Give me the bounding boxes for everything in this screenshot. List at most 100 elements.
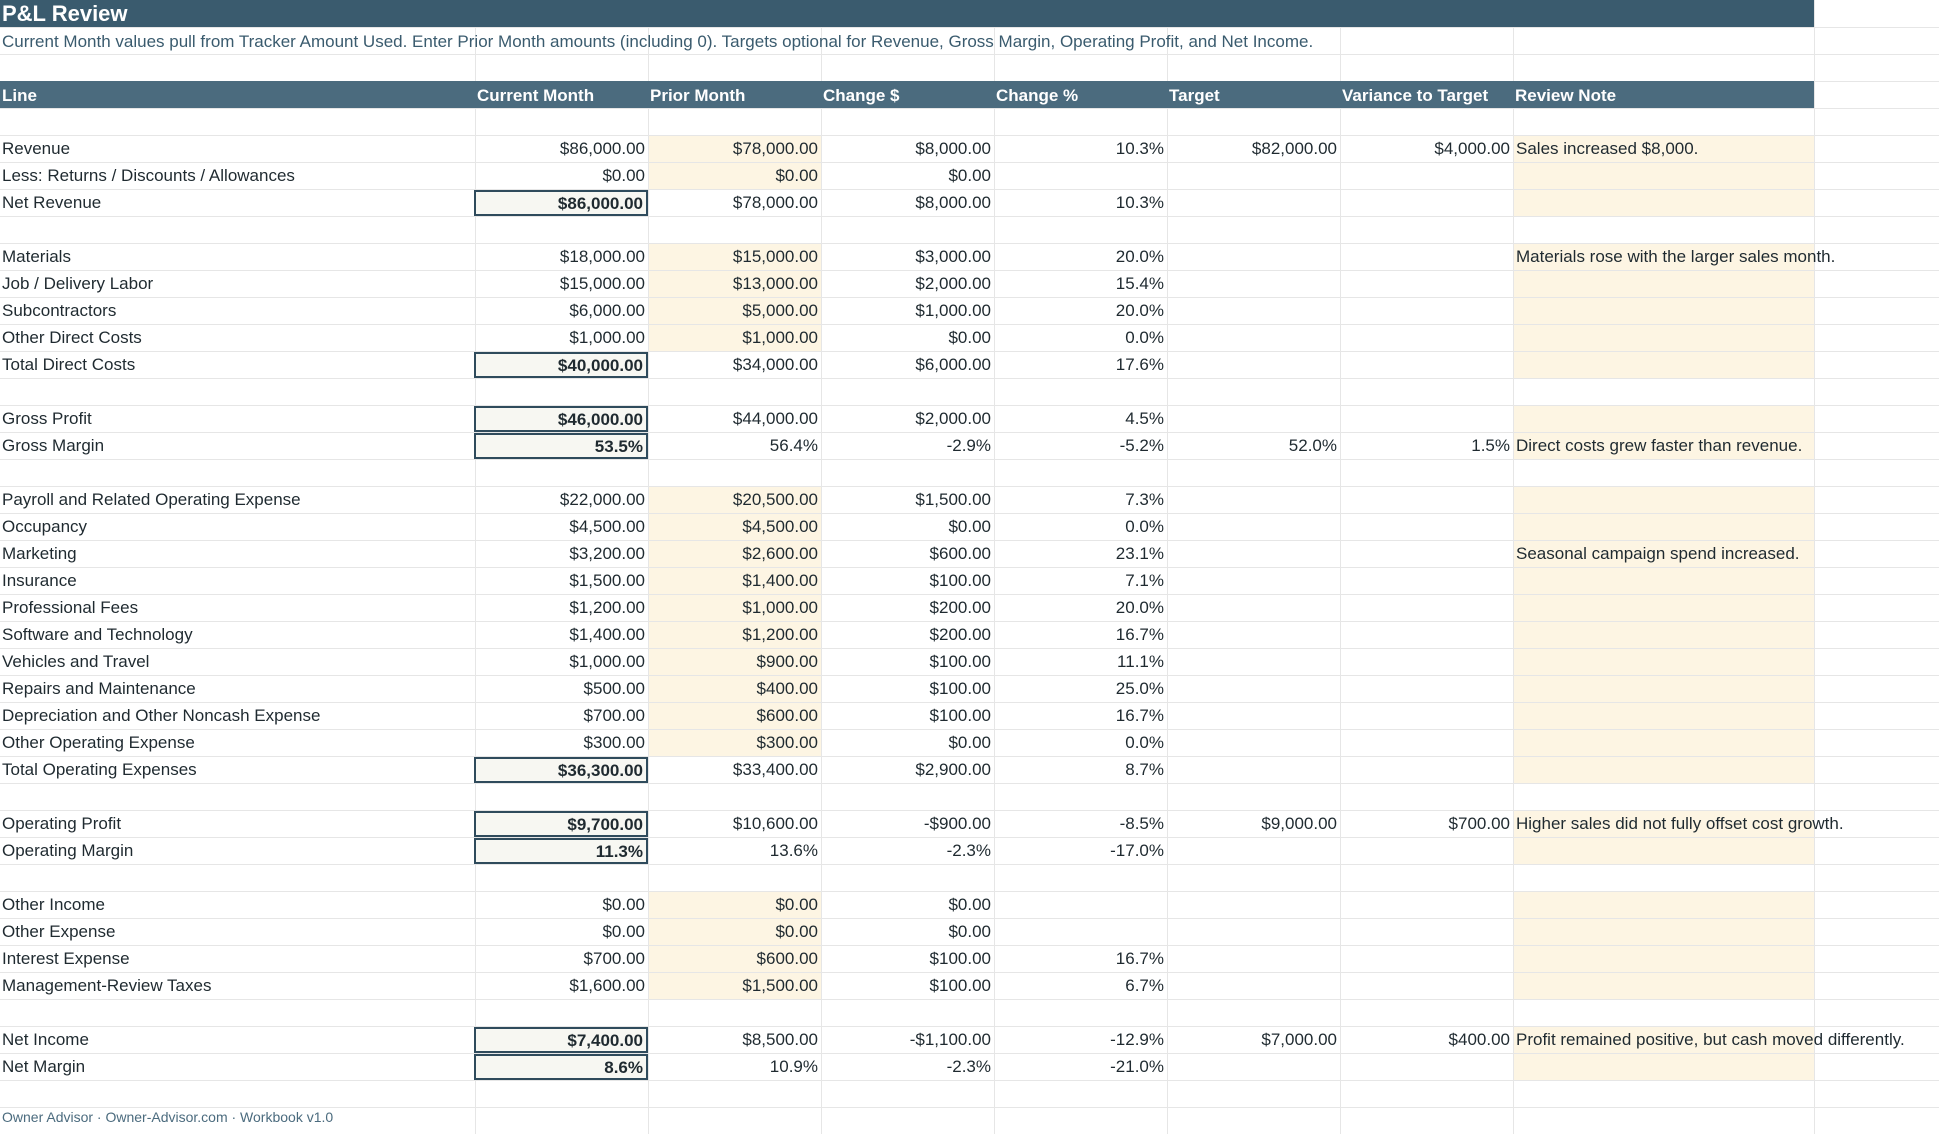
prior-month-value[interactable]: $1,000.00 xyxy=(742,328,818,347)
review-note-text[interactable]: Sales increased $8,000. xyxy=(1516,139,1699,158)
review-note-text[interactable] xyxy=(1513,891,1516,918)
prior-month-value[interactable]: $13,000.00 xyxy=(732,274,818,293)
prior-month-value[interactable]: $20,500.00 xyxy=(732,490,818,509)
prior-month-value[interactable]: $4,500.00 xyxy=(742,517,818,536)
review-note-input[interactable] xyxy=(1514,406,1814,432)
review-note-text[interactable]: Seasonal campaign spend increased. xyxy=(1516,544,1800,563)
review-note-input[interactable] xyxy=(1514,973,1814,999)
review-note-text[interactable]: Higher sales did not fully offset cost g… xyxy=(1516,814,1844,833)
review-note-text[interactable] xyxy=(1513,405,1516,432)
prior-month-input[interactable] xyxy=(649,622,821,648)
review-note-text[interactable]: Profit remained positive, but cash moved… xyxy=(1516,1030,1905,1049)
prior-month-value[interactable]: $300.00 xyxy=(756,733,818,752)
prior-month-input[interactable] xyxy=(649,919,821,945)
prior-month-value[interactable]: $1,000.00 xyxy=(742,598,818,617)
review-note-input[interactable] xyxy=(1514,487,1814,513)
prior-month-value[interactable]: $0.00 xyxy=(775,922,818,941)
review-note-input[interactable] xyxy=(1514,325,1814,351)
prior-month-input[interactable] xyxy=(649,163,821,189)
prior-month-input[interactable] xyxy=(649,487,821,513)
current-month-value: $300.00 xyxy=(583,733,645,752)
review-note-text[interactable] xyxy=(1513,675,1516,702)
review-note-text[interactable] xyxy=(1513,270,1516,297)
review-note-input[interactable] xyxy=(1514,622,1814,648)
review-note-input[interactable] xyxy=(1514,811,1814,837)
prior-month-input[interactable] xyxy=(649,676,821,702)
review-note-input[interactable] xyxy=(1514,271,1814,297)
review-note-input[interactable] xyxy=(1514,541,1814,567)
review-note-input[interactable] xyxy=(1514,946,1814,972)
prior-month-input[interactable] xyxy=(649,946,821,972)
review-note-input[interactable] xyxy=(1514,730,1814,756)
prior-month-value[interactable]: $5,000.00 xyxy=(742,301,818,320)
prior-month-value[interactable]: $15,000.00 xyxy=(732,247,818,266)
review-note-text[interactable]: Direct costs grew faster than revenue. xyxy=(1516,436,1803,455)
prior-month-input[interactable] xyxy=(649,271,821,297)
prior-month-value[interactable]: $0.00 xyxy=(775,166,818,185)
prior-month-input[interactable] xyxy=(649,514,821,540)
prior-month-input[interactable] xyxy=(649,595,821,621)
review-note-text[interactable] xyxy=(1513,567,1516,594)
prior-month-value[interactable]: $1,400.00 xyxy=(742,571,818,590)
review-note-text[interactable] xyxy=(1513,972,1516,999)
review-note-input[interactable] xyxy=(1514,595,1814,621)
review-note-input[interactable] xyxy=(1514,514,1814,540)
review-note-input[interactable] xyxy=(1514,919,1814,945)
prior-month-input[interactable] xyxy=(649,244,821,270)
review-note-text[interactable] xyxy=(1513,351,1516,378)
review-note-text[interactable] xyxy=(1513,621,1516,648)
prior-month-value[interactable]: $78,000.00 xyxy=(732,139,818,158)
gridline xyxy=(0,540,1939,541)
review-note-text[interactable] xyxy=(1513,945,1516,972)
review-note-input[interactable] xyxy=(1514,838,1814,864)
prior-month-value[interactable]: $400.00 xyxy=(756,679,818,698)
prior-month-value[interactable]: $1,500.00 xyxy=(742,976,818,995)
prior-month-value[interactable]: $0.00 xyxy=(775,895,818,914)
prior-month-input[interactable] xyxy=(649,892,821,918)
review-note-input[interactable] xyxy=(1514,703,1814,729)
prior-month-input[interactable] xyxy=(649,703,821,729)
review-note-input[interactable] xyxy=(1514,1054,1814,1080)
review-note-input[interactable] xyxy=(1514,298,1814,324)
review-note-text[interactable] xyxy=(1513,486,1516,513)
prior-month-input[interactable] xyxy=(649,649,821,675)
review-note-text[interactable] xyxy=(1513,513,1516,540)
review-note-input[interactable] xyxy=(1514,568,1814,594)
review-note-text[interactable] xyxy=(1513,162,1516,189)
review-note-text[interactable] xyxy=(1513,297,1516,324)
review-note-text[interactable] xyxy=(1513,324,1516,351)
prior-month-value[interactable]: $2,600.00 xyxy=(742,544,818,563)
review-note-text[interactable] xyxy=(1513,918,1516,945)
review-note-text[interactable] xyxy=(1513,702,1516,729)
prior-month-input[interactable] xyxy=(649,730,821,756)
review-note-input[interactable] xyxy=(1514,136,1814,162)
prior-month-value[interactable]: $1,200.00 xyxy=(742,625,818,644)
prior-month-input[interactable] xyxy=(649,973,821,999)
review-note-text[interactable] xyxy=(1513,1053,1516,1080)
review-note-input[interactable] xyxy=(1514,244,1814,270)
prior-month-value[interactable]: $600.00 xyxy=(756,706,818,725)
prior-month-input[interactable] xyxy=(649,568,821,594)
prior-month-input[interactable] xyxy=(649,541,821,567)
review-note-input[interactable] xyxy=(1514,892,1814,918)
review-note-text[interactable]: Materials rose with the larger sales mon… xyxy=(1516,247,1836,266)
prior-month-value[interactable]: $900.00 xyxy=(756,652,818,671)
review-note-input[interactable] xyxy=(1514,433,1814,459)
prior-month-input[interactable] xyxy=(649,298,821,324)
review-note-input[interactable] xyxy=(1514,676,1814,702)
review-note-input[interactable] xyxy=(1514,352,1814,378)
prior-month-input[interactable] xyxy=(649,325,821,351)
review-note-text[interactable] xyxy=(1513,837,1516,864)
review-note-text[interactable] xyxy=(1513,756,1516,783)
prior-month-value[interactable]: $600.00 xyxy=(756,949,818,968)
review-note-input[interactable] xyxy=(1514,649,1814,675)
review-note-text[interactable] xyxy=(1513,189,1516,216)
review-note-text[interactable] xyxy=(1513,729,1516,756)
prior-month-input[interactable] xyxy=(649,136,821,162)
review-note-input[interactable] xyxy=(1514,163,1814,189)
review-note-text[interactable] xyxy=(1513,594,1516,621)
review-note-input[interactable] xyxy=(1514,757,1814,783)
review-note-input[interactable] xyxy=(1514,190,1814,216)
review-note-input[interactable] xyxy=(1514,1027,1814,1053)
review-note-text[interactable] xyxy=(1513,648,1516,675)
